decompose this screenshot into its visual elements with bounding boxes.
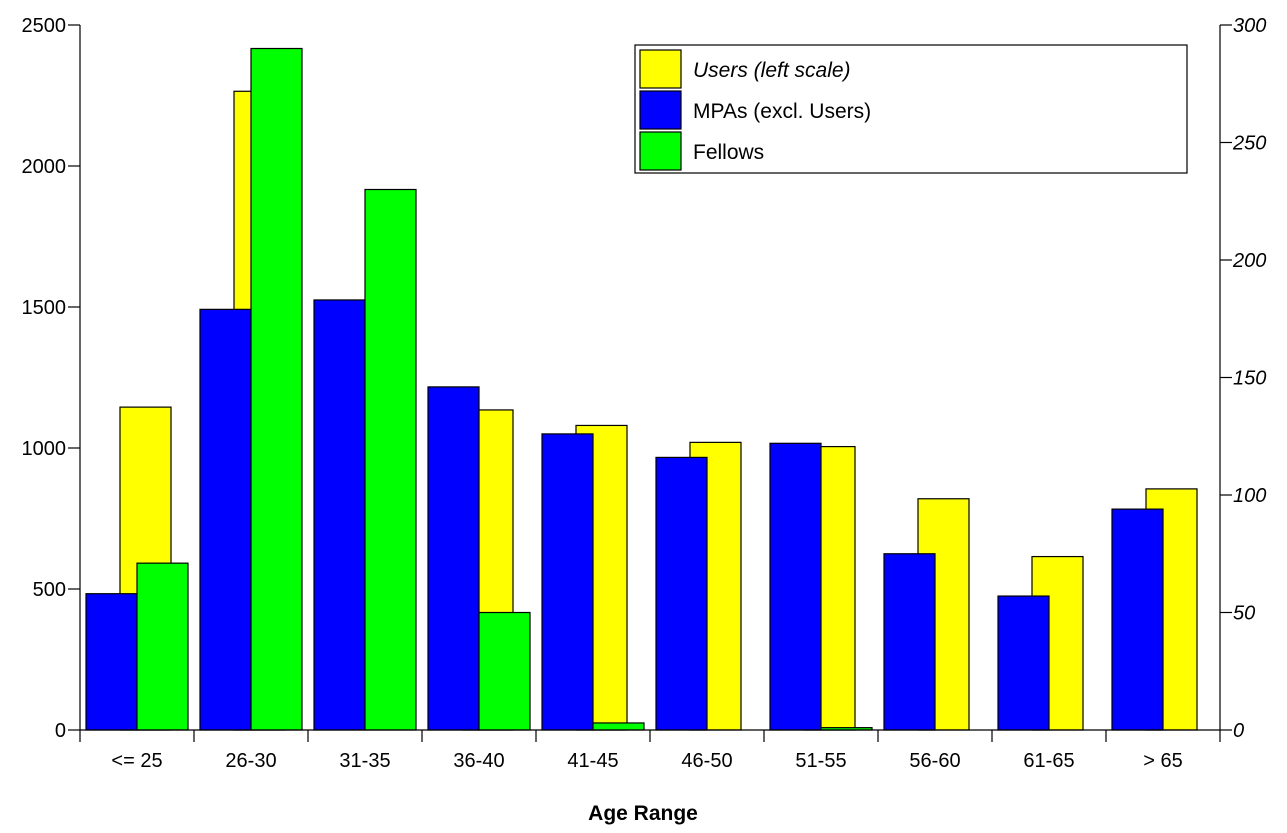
y-tick-label-left: 2000 <box>22 156 67 178</box>
x-tick-label: <= 25 <box>111 750 162 772</box>
legend-label: MPAs (excl. Users) <box>693 100 871 123</box>
y-tick-label-left: 0 <box>55 720 66 742</box>
legend-label: Fellows <box>693 141 764 164</box>
legend-label: Users (left scale) <box>693 59 851 82</box>
y-tick-label-right: 200 <box>1232 250 1266 272</box>
x-tick-label: 26-30 <box>225 750 276 772</box>
y-tick-label-right: 100 <box>1233 485 1266 507</box>
bar-mpas <box>998 596 1049 730</box>
x-tick-label: 56-60 <box>909 750 960 772</box>
y-tick-label-left: 1000 <box>22 438 67 460</box>
bar-mpas <box>542 434 593 730</box>
legend-swatch <box>640 132 681 170</box>
legend-swatch <box>640 91 681 129</box>
y-tick-label-right: 300 <box>1233 15 1266 37</box>
x-tick-label: 61-65 <box>1023 750 1074 772</box>
bar-mpas <box>314 300 365 730</box>
legend-swatch <box>640 50 681 88</box>
bar-fellows <box>479 613 530 731</box>
bar-fellows <box>593 723 644 730</box>
y-tick-label-left: 500 <box>33 579 66 601</box>
x-tick-label: 41-45 <box>567 750 618 772</box>
x-tick-label: > 65 <box>1143 750 1182 772</box>
y-tick-label-right: 250 <box>1232 133 1266 155</box>
y-tick-label-right: 0 <box>1233 720 1244 742</box>
bar-mpas <box>656 457 707 730</box>
bar-fellows <box>251 49 302 731</box>
x-tick-label: 51-55 <box>795 750 846 772</box>
bar-mpas <box>1112 509 1163 730</box>
x-tick-label: 46-50 <box>681 750 732 772</box>
bar-fellows <box>365 190 416 731</box>
y-tick-label-right: 150 <box>1233 368 1266 390</box>
bar-mpas <box>428 387 479 730</box>
y-tick-label-left: 2500 <box>22 15 67 37</box>
bar-mpas <box>200 309 251 730</box>
y-tick-label-left: 1500 <box>22 297 67 319</box>
bar-mpas <box>86 594 137 730</box>
x-tick-label: 36-40 <box>453 750 504 772</box>
bar-fellows <box>137 563 188 730</box>
x-axis-title: Age Range <box>588 802 698 825</box>
bar-mpas <box>770 443 821 730</box>
legend: Users (left scale) MPAs (excl. Users) Fell… <box>635 45 1187 173</box>
x-tick-label: 31-35 <box>339 750 390 772</box>
bar-mpas <box>884 554 935 730</box>
y-tick-label-right: 50 <box>1233 603 1255 625</box>
